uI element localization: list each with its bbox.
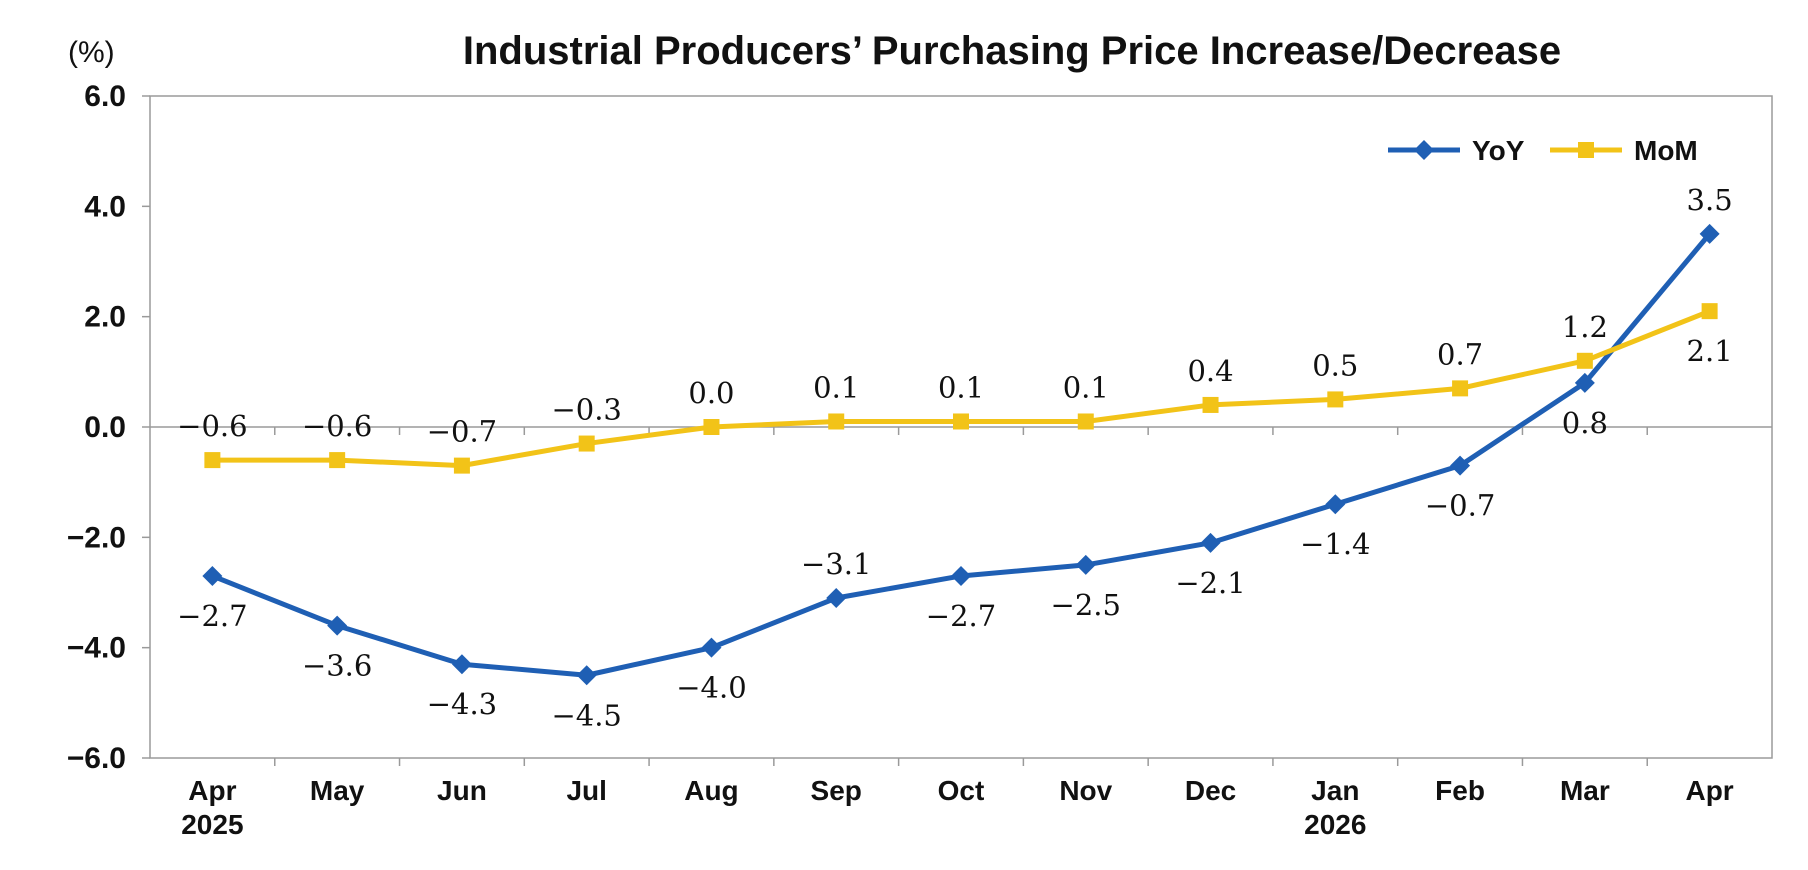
mom-data-label: 0.5 [1312,348,1358,382]
mom-data-label: 0.0 [688,376,734,410]
yoy-point [1450,455,1471,476]
mom-data-label: 0.1 [1063,370,1109,404]
yoy-data-label: −2.7 [926,599,996,633]
x-tick-label: Jan [1311,775,1359,806]
x-tick-label: Aug [684,775,738,806]
x-tick-label: Mar [1560,775,1610,806]
yoy-point [1325,494,1346,515]
mom-data-label: 0.1 [813,370,859,404]
yoy-point [951,565,971,586]
yoy-legend-label: YoY [1472,135,1525,166]
legend: YoY MoM [1388,135,1698,166]
mom-point [1077,413,1094,430]
mom-point [204,452,221,469]
mom-point [1202,396,1219,413]
x-tick-year-label: 2025 [181,809,243,840]
yoy-point [1574,372,1595,393]
yoy-data-label: −3.1 [801,547,871,581]
x-tick-year-label: 2026 [1304,809,1366,840]
yoy-point [1075,554,1096,575]
mom-data-label: 0.1 [938,370,984,404]
yoy-data-label: −2.1 [1175,566,1245,600]
mom-point [828,413,845,430]
yoy-data-label: −1.4 [1300,527,1370,561]
yoy-data-label: −4.5 [551,698,621,732]
yoy-legend-marker [1414,140,1434,160]
x-tick-label: Feb [1435,775,1485,806]
mom-point [329,452,346,469]
x-tick-label: Jun [437,775,487,806]
mom-data-label: 2.1 [1687,334,1733,368]
y-tick-label: −2.0 [67,521,126,554]
mom-point [703,419,720,435]
mom-point [1576,352,1593,369]
x-tick-label: Apr [188,775,236,806]
yoy-point [826,588,847,609]
mom-point [578,435,595,452]
y-axis-unit: (%) [68,36,115,69]
y-tick-label: −4.0 [67,632,126,665]
yoy-point [576,665,597,686]
mom-data-label: −0.6 [177,409,247,443]
yoy-point [451,654,472,675]
mom-point [1701,303,1718,320]
yoy-point [1699,223,1720,244]
x-tick-label: Sep [811,775,862,806]
mom-point [1452,380,1469,397]
mom-point [953,413,969,430]
y-tick-label: 0.0 [84,411,126,444]
mom-legend-marker [1578,142,1594,158]
yoy-point [202,565,223,586]
mom-data-label: −0.7 [427,415,497,449]
yoy-data-label: −4.0 [676,671,746,705]
yoy-point [327,615,348,636]
x-tick-label: May [310,775,365,806]
mom-point [1327,391,1344,408]
y-tick-label: 4.0 [84,190,126,223]
x-tick-label: Oct [938,775,985,806]
yoy-data-label: −4.3 [427,687,497,721]
x-tick-label: Dec [1185,775,1236,806]
x-tick-label: Jul [566,775,606,806]
yoy-data-label: −2.7 [177,599,247,633]
yoy-data-label: 0.8 [1562,406,1608,440]
chart-title: Industrial Producers’ Purchasing Price I… [463,29,1561,73]
yoy-data-label: −3.6 [302,649,372,683]
yoy-point [701,637,722,658]
yoy-data-label: −0.7 [1425,489,1495,523]
mom-data-label: −0.3 [551,393,621,427]
yoy-data-label: 3.5 [1687,183,1733,217]
mom-legend-label: MoM [1634,135,1698,166]
y-tick-label: 2.0 [84,301,126,334]
mom-point [453,457,470,474]
yoy-point [1200,532,1221,553]
y-tick-label: 6.0 [84,80,126,113]
mom-data-label: 0.7 [1437,337,1483,371]
x-tick-label: Nov [1059,775,1112,806]
mom-data-label: 1.2 [1562,310,1608,344]
y-tick-label: −6.0 [67,742,126,775]
mom-data-label: 0.4 [1187,354,1233,388]
mom-data-label: −0.6 [302,409,372,443]
yoy-data-label: −2.5 [1051,588,1121,622]
x-tick-label: Apr [1685,775,1733,806]
